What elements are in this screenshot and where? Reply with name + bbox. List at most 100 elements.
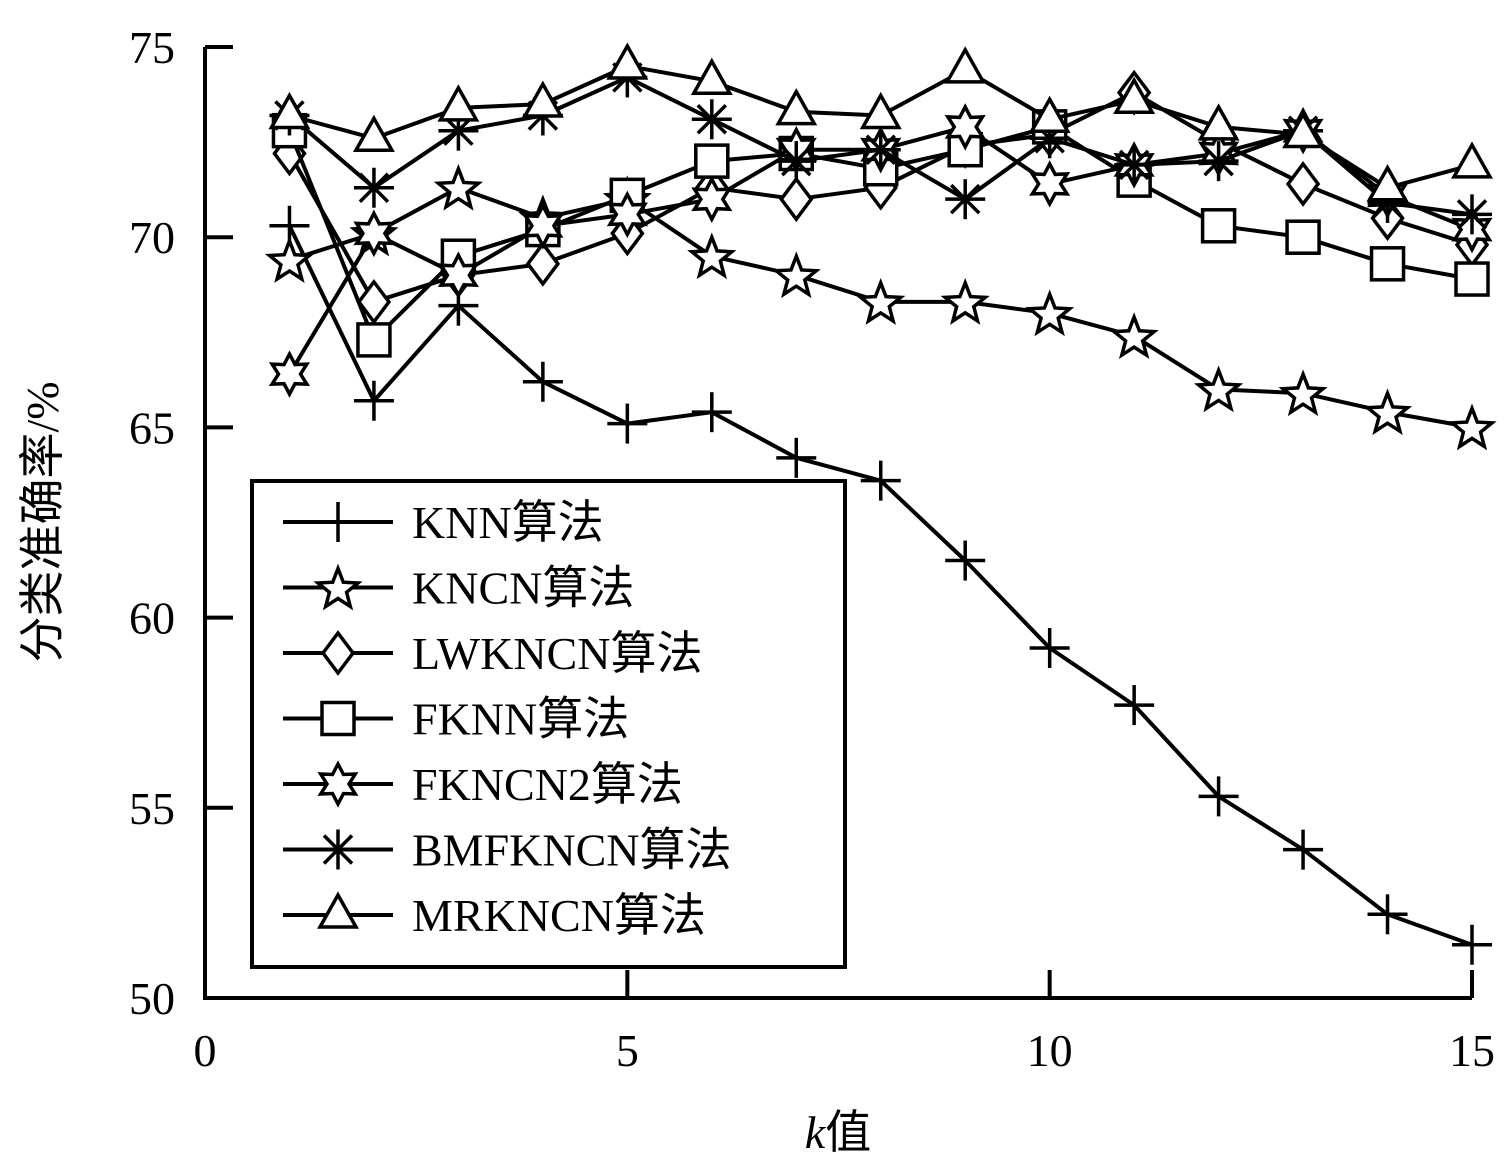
data-point-s7-9 xyxy=(944,46,987,84)
data-point-s2-11 xyxy=(1109,312,1159,360)
data-point-s2-13 xyxy=(1278,369,1328,417)
data-point-s2-10 xyxy=(1025,289,1075,337)
data-point-s3-4 xyxy=(525,240,561,287)
data-point-s2-14 xyxy=(1362,388,1413,436)
plot-area xyxy=(264,42,1497,965)
y-tick-label-60: 60 xyxy=(129,593,175,644)
series-7 xyxy=(268,42,1493,202)
legend-entry-5: FKNCN2算法 xyxy=(283,759,683,810)
data-point-s4-14 xyxy=(1369,246,1406,282)
data-point-s4-13 xyxy=(1285,219,1321,255)
data-point-s6-12 xyxy=(1198,141,1239,182)
data-point-s5-9 xyxy=(944,103,986,151)
data-point-s1-8 xyxy=(860,460,901,501)
data-point-s7-3 xyxy=(437,84,480,122)
data-point-s1-9 xyxy=(945,540,986,581)
legend-marker-3 xyxy=(320,630,356,676)
data-point-s7-12 xyxy=(1197,103,1240,141)
legend-label-1: KNN算法 xyxy=(412,497,604,548)
data-point-s1-14 xyxy=(1367,894,1408,935)
legend-marker-6 xyxy=(318,829,358,870)
legend-entry-7: MRKNCN算法 xyxy=(283,890,706,941)
data-point-s7-15 xyxy=(1451,141,1493,179)
data-point-s1-4 xyxy=(522,361,563,402)
legend: KNN算法 KNCN算法 LWKNCN算法 FKNN算法 FKNCN2算法 BMFKNCN… xyxy=(250,479,847,969)
data-point-s4-2 xyxy=(356,322,392,358)
data-point-s7-6 xyxy=(690,57,733,95)
data-point-s6-8 xyxy=(860,129,901,170)
data-point-s7-4 xyxy=(521,80,564,118)
data-point-s6-7 xyxy=(776,141,817,182)
legend-label-6: BMFKNCN算法 xyxy=(412,825,732,876)
x-tick-label-10: 10 xyxy=(1027,1025,1073,1076)
data-point-s7-8 xyxy=(859,91,902,130)
data-point-s5-1 xyxy=(268,350,311,398)
data-point-s2-15 xyxy=(1447,403,1497,451)
y-tick-label-50: 50 xyxy=(129,973,175,1024)
y-axis-title: 分类准确率/% xyxy=(17,381,68,662)
data-point-s4-6 xyxy=(694,143,730,179)
legend-marker-7 xyxy=(317,891,359,929)
y-tick-label-70: 70 xyxy=(129,212,175,263)
data-point-s7-1 xyxy=(268,91,311,130)
x-tick-label-15: 15 xyxy=(1449,1025,1495,1076)
data-point-s3-2 xyxy=(356,278,392,325)
legend-entry-4: FKNN算法 xyxy=(283,694,629,745)
legend-entry-6: BMFKNCN算法 xyxy=(283,825,732,876)
data-point-s1-5 xyxy=(607,403,648,444)
series-6 xyxy=(269,57,1492,235)
data-point-s7-14 xyxy=(1366,164,1409,202)
legend-marker-5 xyxy=(317,760,359,808)
data-point-s5-2 xyxy=(353,209,395,258)
legend-label-7: MRKNCN算法 xyxy=(412,890,706,941)
legend-label-3: LWKNCN算法 xyxy=(412,628,702,679)
data-point-s3-13 xyxy=(1285,161,1321,207)
legend-label-4: FKNN算法 xyxy=(412,694,629,745)
data-point-s6-15 xyxy=(1452,194,1492,235)
data-point-s5-4 xyxy=(522,202,564,250)
axes: 50 55 60 65 70 75 0 5 10 15 xyxy=(129,22,1495,1076)
legend-entry-2: KNCN算法 xyxy=(283,563,634,614)
data-point-s4-12 xyxy=(1200,208,1237,244)
data-point-s2-6 xyxy=(687,232,737,280)
data-point-s1-10 xyxy=(1029,628,1070,669)
data-point-s7-5 xyxy=(606,42,649,80)
data-point-s5-3 xyxy=(437,251,479,299)
data-point-s5-6 xyxy=(691,175,733,223)
x-axis-title: k值 xyxy=(805,1107,871,1158)
data-point-s1-6 xyxy=(691,392,732,433)
legend-marker-2 xyxy=(313,563,363,611)
data-point-s2-1 xyxy=(264,236,315,283)
x-tick-label-5: 5 xyxy=(616,1025,639,1076)
data-point-s1-15 xyxy=(1452,924,1492,965)
data-point-s7-13 xyxy=(1282,110,1325,149)
x-axis-title-italic: k xyxy=(805,1107,827,1158)
legend-entry-1: KNN算法 xyxy=(283,497,604,548)
data-point-s1-7 xyxy=(776,437,817,478)
data-point-s5-10 xyxy=(1029,160,1071,208)
data-point-s1-2 xyxy=(353,380,394,421)
x-axis-title-rest: 值 xyxy=(825,1107,871,1158)
data-point-s7-11 xyxy=(1113,76,1156,115)
legend-entry-3: LWKNCN算法 xyxy=(283,628,702,679)
series-1 xyxy=(269,205,1492,965)
data-point-s2-3 xyxy=(433,163,484,211)
legend-marker-4 xyxy=(320,700,356,737)
data-point-s5-5 xyxy=(606,190,648,239)
data-point-s2-9 xyxy=(940,278,990,325)
data-point-s2-8 xyxy=(856,278,906,325)
data-point-s6-9 xyxy=(945,179,986,220)
y-tick-label-75: 75 xyxy=(129,22,175,73)
data-point-s4-15 xyxy=(1454,261,1490,297)
data-point-s1-11 xyxy=(1114,685,1155,726)
data-point-s7-10 xyxy=(1028,95,1071,134)
y-tick-label-55: 55 xyxy=(129,783,175,834)
data-point-s6-6 xyxy=(691,99,732,140)
data-point-s1-12 xyxy=(1198,776,1239,817)
data-point-s2-12 xyxy=(1193,365,1244,413)
x-tick-label-0: 0 xyxy=(194,1025,217,1076)
data-point-s3-7 xyxy=(779,176,814,223)
data-point-s7-2 xyxy=(352,114,395,153)
data-point-s6-11 xyxy=(1114,144,1155,185)
